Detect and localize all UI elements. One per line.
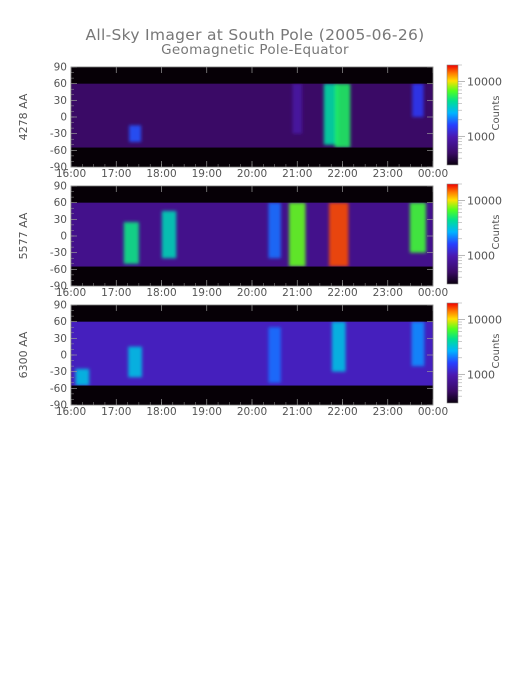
emission-feature [292, 83, 302, 134]
x-tick-label: 21:00 [282, 406, 312, 418]
emission-feature [129, 125, 142, 142]
x-tick-label: 00:00 [418, 168, 448, 180]
x-tick-label: 16:00 [56, 168, 86, 180]
x-tick-label: 21:00 [282, 287, 312, 299]
x-tick-label: 20:00 [237, 287, 267, 299]
y-tick-label: 30 [54, 214, 67, 226]
y-tick-label: -90 [50, 162, 67, 174]
colorbar [446, 183, 459, 285]
y-tick-label: 90 [54, 300, 67, 312]
x-tick-label: 18:00 [146, 287, 176, 299]
colorbar-label: Counts [491, 96, 502, 131]
x-tick-label: 00:00 [418, 406, 448, 418]
x-tick-label: 23:00 [373, 406, 403, 418]
colorbar-tick-label: 10000 [467, 314, 502, 327]
x-tick-label: 21:00 [282, 168, 312, 180]
x-tick-label: 18:00 [146, 406, 176, 418]
y-tick-label: 60 [54, 316, 67, 328]
emission-feature [331, 321, 346, 372]
y-tick-label: 0 [60, 112, 67, 124]
colorbar-label: Counts [491, 215, 502, 250]
y-axis-label: 6300 AA [17, 331, 30, 378]
colorbar-tick-label: 10000 [467, 76, 502, 89]
emission-feature [268, 202, 281, 259]
colorbar [446, 302, 459, 404]
emission-features [129, 83, 424, 148]
y-tick-label: -30 [50, 247, 67, 259]
emission-feature [75, 368, 90, 386]
y-tick-label: -60 [50, 383, 67, 395]
x-tick-label: 20:00 [237, 168, 267, 180]
x-tick-label: 19:00 [192, 168, 222, 180]
emission-feature [128, 346, 142, 378]
emission-feature [268, 327, 281, 383]
x-tick-label: 22:00 [327, 168, 357, 180]
emission-feature [409, 202, 426, 253]
colorbar-label: Counts [491, 334, 502, 369]
colorbar-tick-label: 1000 [467, 130, 495, 143]
emission-feature [329, 202, 349, 267]
y-axis-label: 5577 AA [17, 212, 30, 259]
y-tick-label: 0 [60, 350, 67, 362]
x-tick-label: 23:00 [373, 168, 403, 180]
x-tick-label: 16:00 [56, 406, 86, 418]
y-axis-label: 4278 AA [17, 93, 30, 140]
y-tick-label: -60 [50, 145, 67, 157]
colorbar-tick-label: 1000 [467, 368, 495, 381]
y-tick-label: 30 [54, 95, 67, 107]
emission-feature [334, 83, 351, 148]
y-tick-label: -90 [50, 281, 67, 293]
x-tick-label: 23:00 [373, 287, 403, 299]
emission-feature [289, 202, 306, 267]
x-tick-label: 17:00 [101, 406, 131, 418]
emission-features [123, 202, 426, 267]
chart-subtitle: Geomagnetic Pole-Equator [161, 42, 349, 58]
emission-features [75, 321, 425, 386]
y-tick-label: 90 [54, 181, 67, 193]
x-tick-label: 17:00 [101, 168, 131, 180]
x-tick-label: 19:00 [192, 406, 222, 418]
x-tick-label: 16:00 [56, 287, 86, 299]
x-tick-label: 18:00 [146, 168, 176, 180]
y-tick-label: 60 [54, 78, 67, 90]
emission-feature [161, 211, 177, 259]
y-tick-label: 60 [54, 197, 67, 209]
data-band [71, 321, 433, 386]
chart-title: All-Sky Imager at South Pole (2005-06-26… [85, 26, 425, 44]
x-tick-label: 00:00 [418, 287, 448, 299]
data-band [71, 83, 433, 148]
y-tick-label: -30 [50, 366, 67, 378]
y-tick-label: 30 [54, 333, 67, 345]
colorbar-tick-label: 10000 [467, 195, 502, 208]
y-tick-label: 90 [54, 62, 67, 74]
x-tick-label: 19:00 [192, 287, 222, 299]
x-tick-label: 20:00 [237, 406, 267, 418]
colorbar [446, 64, 459, 166]
emission-feature [412, 83, 424, 117]
y-tick-label: -90 [50, 400, 67, 412]
colorbar-tick-label: 1000 [467, 249, 495, 262]
x-tick-label: 22:00 [327, 287, 357, 299]
emission-feature [411, 321, 425, 367]
y-tick-label: -60 [50, 264, 67, 276]
x-tick-label: 22:00 [327, 406, 357, 418]
emission-feature [123, 222, 139, 264]
y-tick-label: -30 [50, 128, 67, 140]
y-tick-label: 0 [60, 231, 67, 243]
x-tick-label: 17:00 [101, 287, 131, 299]
